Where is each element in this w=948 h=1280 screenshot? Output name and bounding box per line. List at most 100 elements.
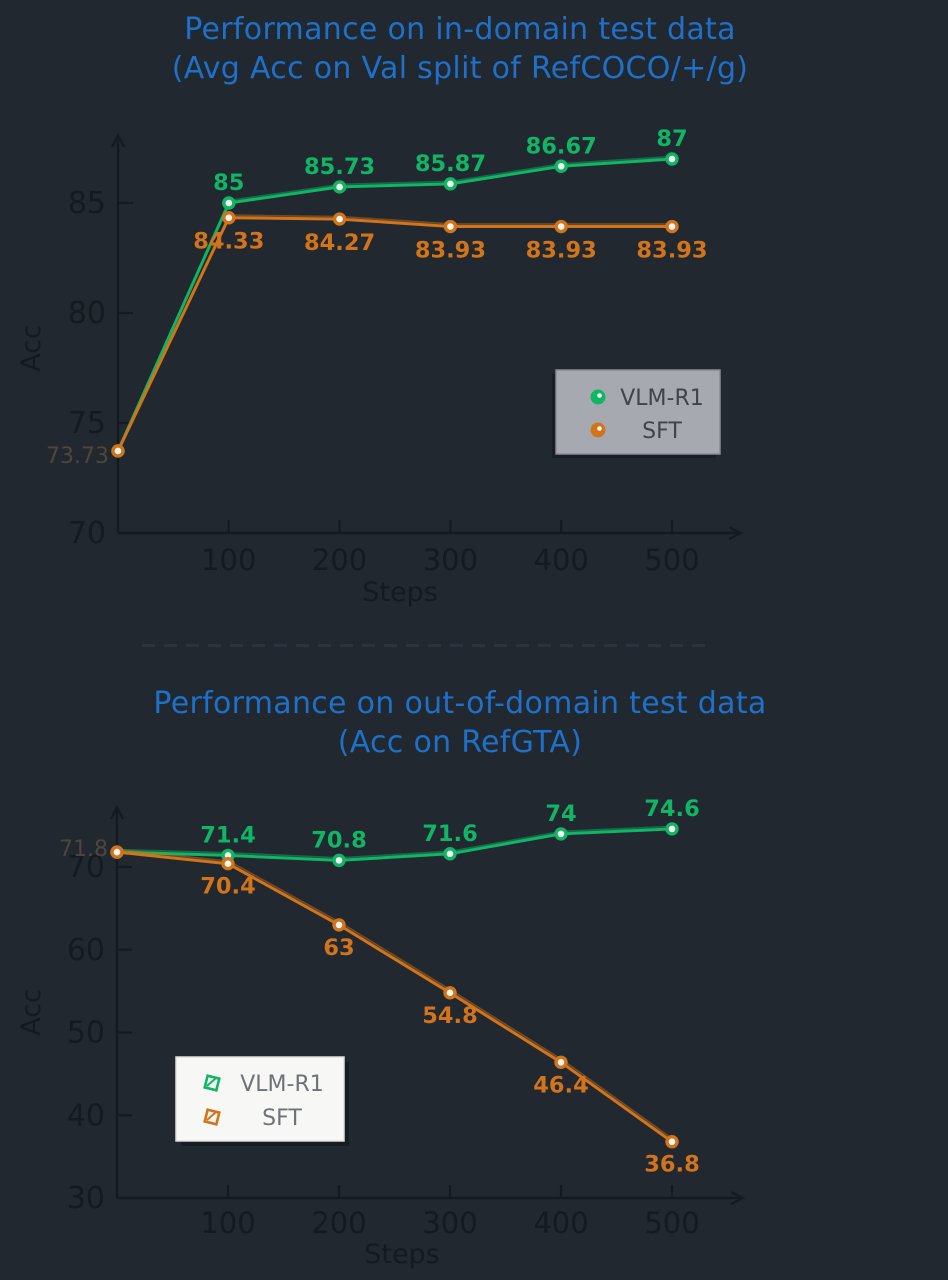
series-line	[116, 216, 672, 452]
point-marker	[443, 219, 458, 234]
x-tick-label: 400	[533, 1206, 588, 1240]
point-marker	[443, 177, 458, 191]
x-tick-label: 400	[534, 543, 589, 577]
point-marker	[443, 847, 457, 861]
y-axis-label: Acc	[16, 324, 47, 372]
chart-subtitle-line: (Avg Acc on Val split of RefCOCO/+/g)	[171, 51, 749, 86]
point-marker	[222, 196, 236, 210]
y-tick-label: 80	[68, 296, 106, 331]
chart-title-line: Performance on in-domain test data	[184, 12, 736, 47]
point-label: 36.8	[644, 1152, 700, 1178]
x-tick-label: 500	[644, 543, 699, 577]
point-marker	[110, 845, 124, 859]
legend-marker-highlight	[597, 393, 602, 398]
point-marker	[665, 152, 679, 166]
legend-marker-detail	[206, 1111, 217, 1121]
legend-marker-highlight	[597, 426, 602, 431]
y-axis-arrow-icon	[111, 132, 125, 148]
point-label: 71.4	[200, 822, 256, 848]
legend: VLM-R1 SFT	[552, 369, 721, 458]
y-tick-label: 50	[67, 1016, 105, 1051]
point-label: 74.6	[644, 796, 700, 822]
x-axis-arrow-icon	[728, 526, 744, 540]
point-label: 84.27	[304, 230, 375, 256]
point-marker	[665, 219, 679, 234]
legend-item-label: SFT	[262, 1106, 302, 1131]
x-axis-arrow-icon	[730, 1191, 746, 1205]
section-divider	[142, 644, 708, 647]
series-line-sketch	[117, 825, 674, 859]
chart-subtitle-line: (Acc on RefGTA)	[337, 725, 583, 760]
x-tick-label: 500	[644, 1206, 699, 1240]
point-label: 87	[656, 126, 687, 152]
out-of-domain-chart-title: Performance on out-of-domain test data (…	[0, 684, 920, 762]
point-label: 85.73	[304, 154, 375, 180]
point-label: 54.8	[422, 1003, 478, 1029]
point-marker	[111, 444, 125, 458]
point-marker	[554, 219, 568, 234]
start-point-label: 71.8	[59, 837, 108, 862]
series-line	[116, 157, 673, 452]
point-marker	[443, 986, 457, 1000]
y-tick-label: 70	[67, 850, 105, 885]
legend-marker-detail	[206, 1077, 217, 1087]
point-label: 86.67	[526, 133, 597, 159]
series-sft: 70.4 63 54.8 46.4 36.8	[110, 845, 700, 1178]
point-marker	[554, 1055, 568, 1069]
x-tick-label: 100	[200, 1206, 255, 1240]
y-tick-label: 60	[67, 933, 105, 968]
point-label: 70.8	[311, 827, 367, 853]
x-tick-label: 300	[422, 1206, 477, 1240]
legend-marker-icon	[203, 1108, 221, 1126]
legend-marker-icon	[203, 1074, 221, 1092]
point-marker	[665, 822, 679, 836]
point-marker	[332, 180, 347, 194]
point-label: 83.93	[526, 238, 597, 264]
y-tick-label: 75	[68, 406, 106, 441]
y-axis-label: Acc	[16, 988, 47, 1036]
legend: VLM-R1 SFT	[175, 1056, 349, 1146]
in-domain-chart-title: Performance on in-domain test data (Avg …	[0, 10, 920, 88]
point-marker	[332, 853, 346, 868]
point-marker	[332, 212, 347, 226]
legend-box	[555, 369, 721, 455]
start-point-label: 73.73	[46, 444, 109, 469]
series-line-sketch	[118, 214, 673, 449]
series-sft: 84.33 84.27 83.93 83.93 83.93	[111, 211, 708, 458]
x-tick-label: 300	[423, 543, 478, 577]
point-label: 46.4	[533, 1072, 589, 1098]
point-label: 63	[323, 935, 354, 961]
point-label: 83.93	[415, 238, 486, 264]
legend-item-label: SFT	[642, 419, 682, 444]
point-marker	[221, 856, 235, 871]
x-axis-label: Steps	[362, 577, 438, 608]
point-label: 74	[545, 801, 576, 827]
y-tick-label: 70	[68, 516, 106, 551]
in-domain-chart: 100 200 300 400 500 70 75 80 85 Steps Acc 85 85.73 85…	[16, 126, 744, 608]
series-line-sketch	[118, 155, 674, 449]
chart-title-line: Performance on out-of-domain test data	[153, 686, 767, 721]
y-tick-label: 30	[67, 1181, 105, 1216]
point-marker	[222, 211, 236, 225]
point-label: 85.87	[415, 151, 486, 177]
point-label: 71.6	[422, 821, 478, 847]
point-label: 85	[213, 170, 244, 196]
series-line	[116, 827, 673, 862]
point-label: 84.33	[193, 229, 264, 255]
series-line-sketch	[117, 848, 674, 1140]
y-tick-label: 85	[68, 186, 106, 221]
legend-box	[175, 1056, 345, 1142]
series-line	[116, 850, 673, 1143]
point-marker	[665, 1135, 679, 1149]
legend-item-label: VLM-R1	[620, 386, 704, 411]
point-marker	[554, 827, 568, 841]
series-vlm-r1: 71.4 70.8 71.6 74 74.6	[110, 796, 700, 868]
x-tick-label: 200	[312, 543, 367, 577]
y-tick-label: 40	[67, 1098, 105, 1133]
x-tick-label: 100	[201, 543, 256, 577]
point-marker	[554, 159, 568, 173]
point-marker	[332, 918, 346, 932]
point-label: 70.4	[200, 874, 256, 900]
